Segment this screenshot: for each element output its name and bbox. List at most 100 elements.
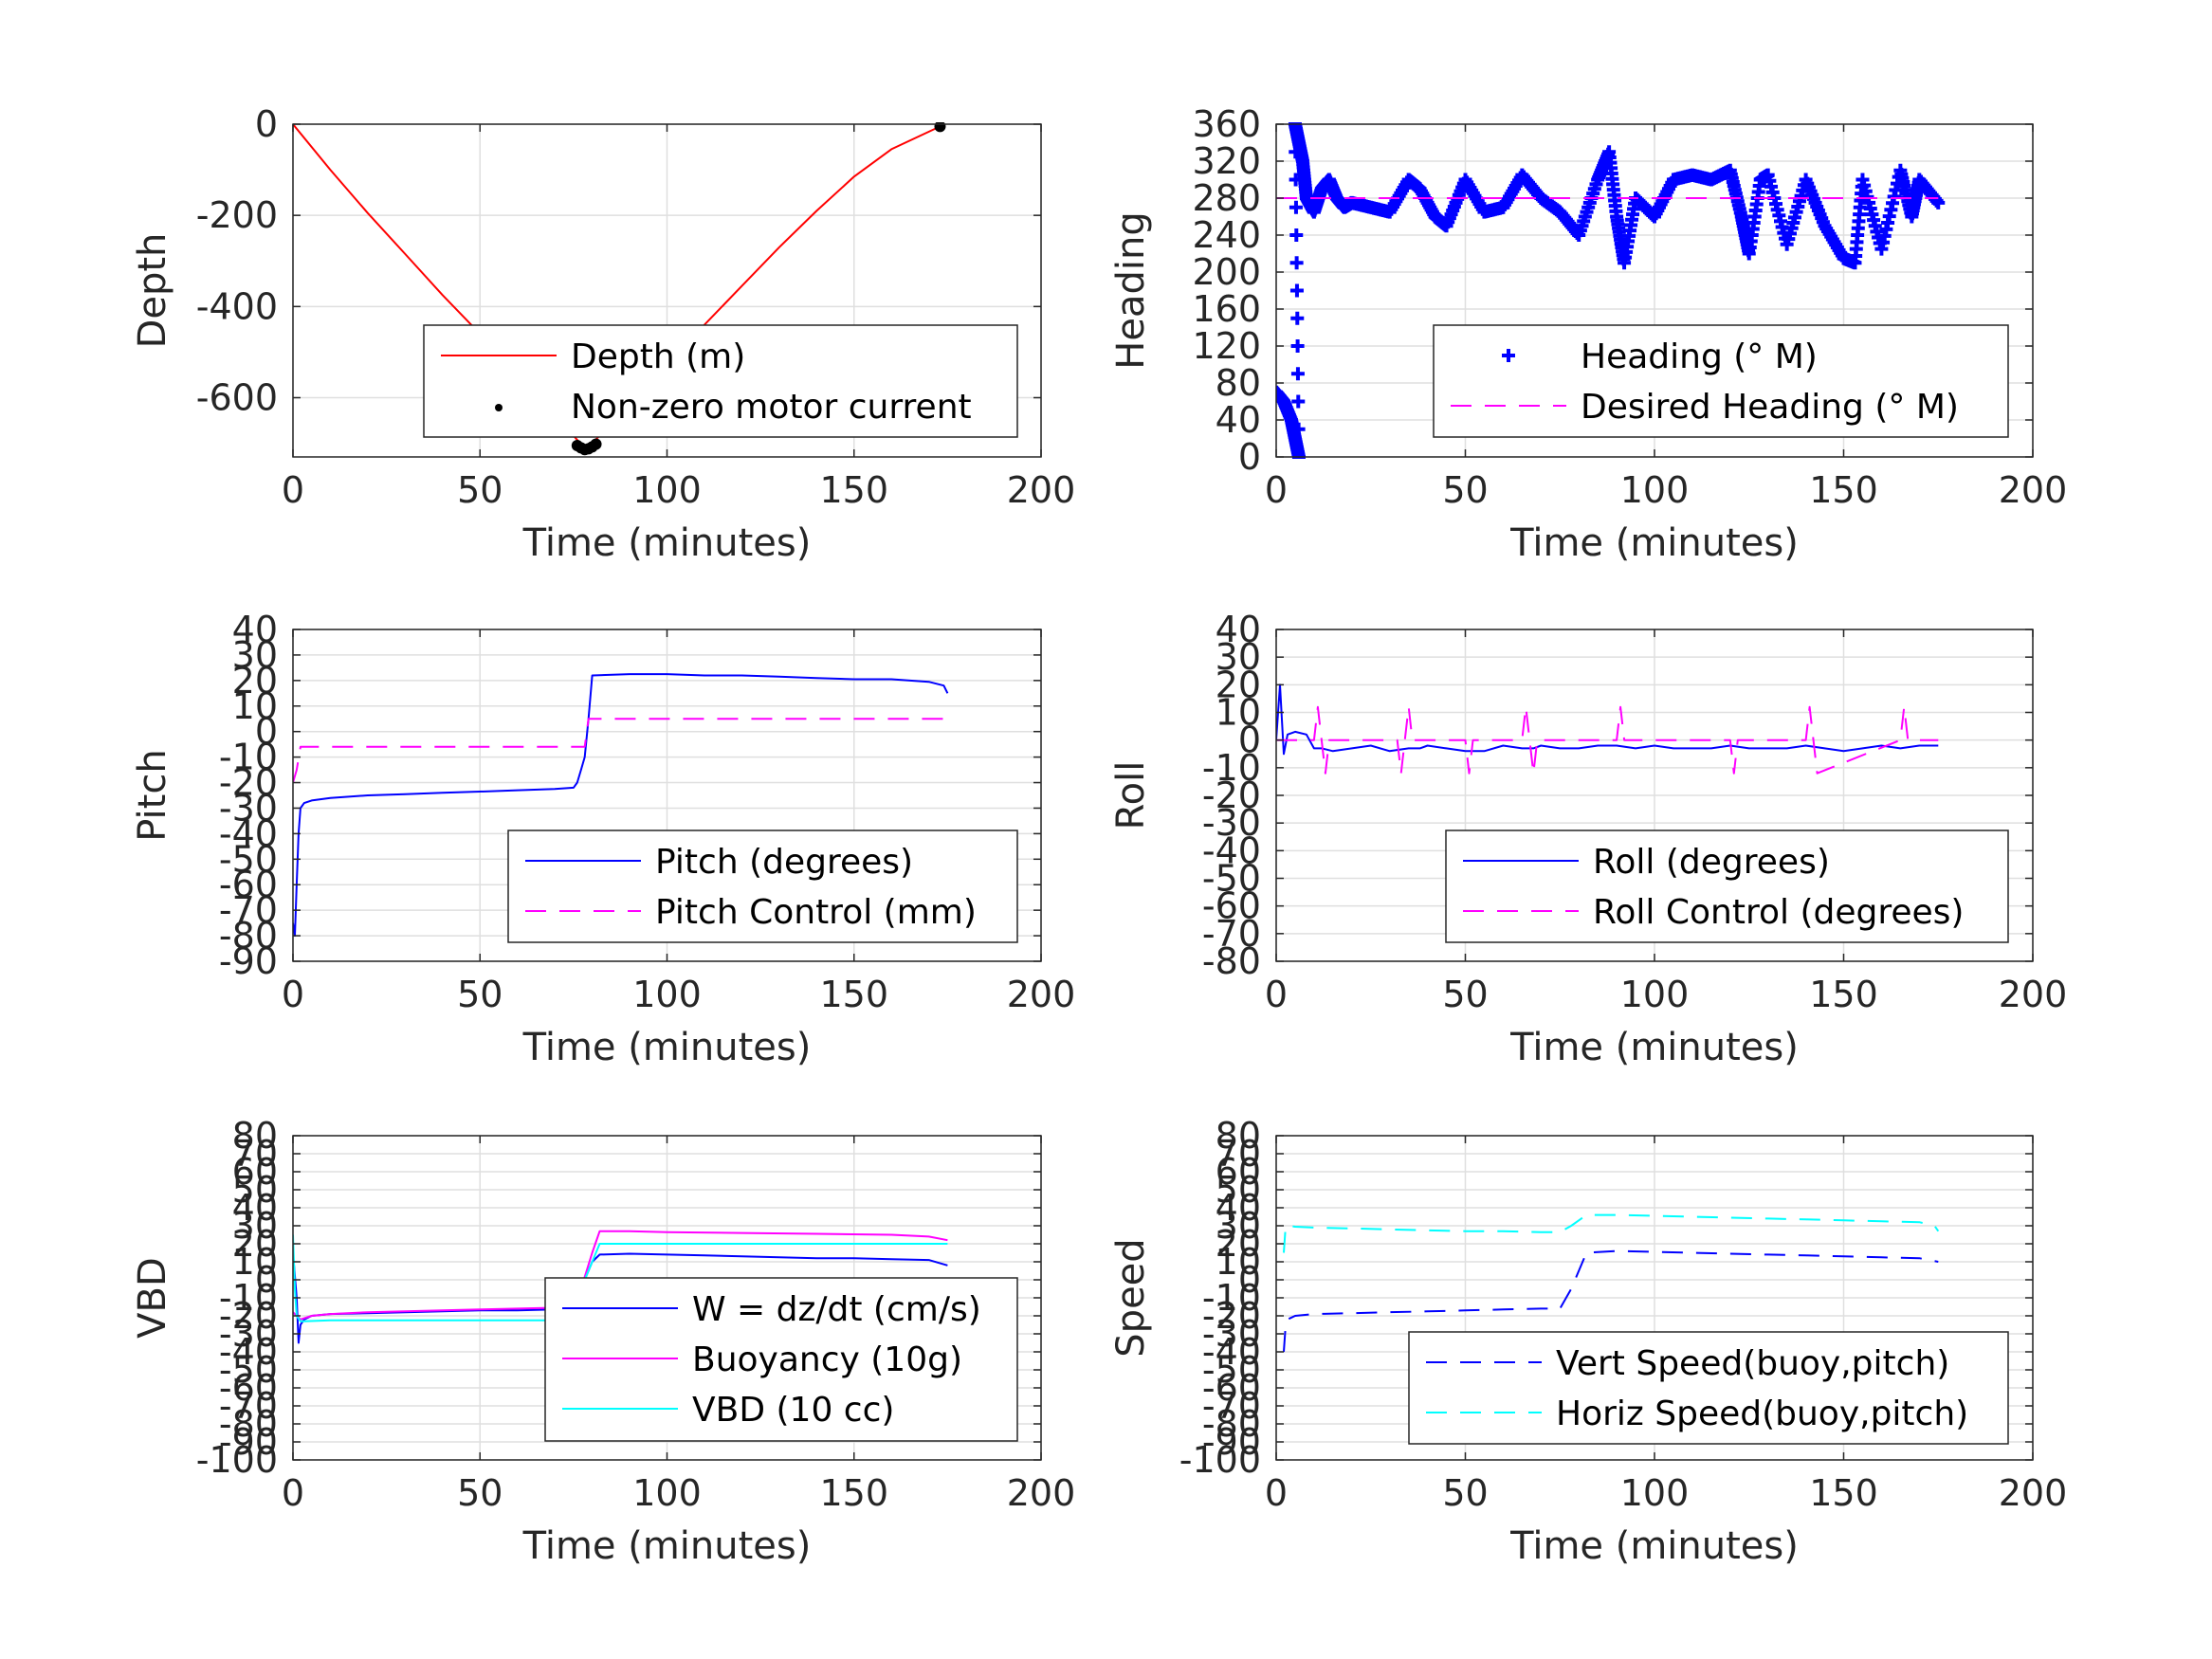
y-tick-label: 40 — [1216, 1187, 1261, 1229]
y-tick-label: -60 — [219, 1367, 278, 1409]
x-tick-label: 100 — [632, 1472, 702, 1514]
series-0-point — [1291, 394, 1306, 409]
x-tick-label: 200 — [1007, 974, 1076, 1015]
y-axis-label: Roll — [1109, 761, 1153, 830]
y-tick-label: 40 — [232, 609, 278, 650]
y-tick-label: 0 — [1238, 720, 1261, 761]
legend-entry: Roll Control (degrees) — [1593, 893, 1964, 932]
y-tick-label: 80 — [232, 1115, 278, 1157]
series-0-point — [1290, 339, 1305, 353]
y-axis-label: VBD — [131, 1257, 174, 1339]
y-tick-label: -50 — [1202, 1349, 1261, 1391]
x-tick-label: 100 — [1620, 1472, 1690, 1514]
y-tick-label: -100 — [1179, 1439, 1261, 1481]
y-tick-label: -10 — [219, 1277, 278, 1319]
plot-area — [1283, 1213, 1940, 1353]
y-tick-label: -400 — [196, 285, 278, 327]
y-tick-label: -20 — [219, 1295, 278, 1337]
y-tick-label: -60 — [1202, 1367, 1261, 1409]
legend: Vert Speed(buoy,pitch) Horiz Speed(buoy,p… — [1408, 1331, 2009, 1445]
legend: Heading (° M) Desired Heading (° M) — [1433, 324, 2009, 438]
legend-entry: Pitch (degrees) — [655, 843, 913, 882]
legend-entry: Depth (m) — [571, 337, 745, 376]
legend-box — [1408, 1331, 2009, 1445]
legend: Depth (m) Non-zero motor current — [423, 324, 1018, 438]
y-tick-label: -70 — [219, 889, 278, 931]
y-axis-label: Heading — [1109, 211, 1153, 369]
y-tick-label: -200 — [196, 194, 278, 236]
y-axis-label: Pitch — [131, 749, 174, 841]
panel-5: 0 50 100 150 20080706050403020100-10-20-30-4… — [1109, 1115, 2067, 1568]
legend: W = dz/dt (cm/s) Buoyancy (10g) VBD (10 cc… — [544, 1277, 1018, 1442]
series-0-point — [1289, 256, 1304, 270]
x-tick-label: 50 — [457, 1472, 503, 1514]
legend-box — [423, 324, 1018, 438]
y-tick-label: 60 — [232, 1151, 278, 1193]
series-1-line — [293, 718, 948, 783]
series-0-point — [1289, 200, 1303, 214]
series-1-point — [590, 438, 602, 450]
series-0-point — [1290, 367, 1305, 381]
x-tick-label: 200 — [1007, 469, 1076, 511]
y-tick-label: 200 — [1192, 251, 1261, 293]
x-tick-label: 0 — [1265, 974, 1288, 1015]
legend-entry: Non-zero motor current — [571, 388, 972, 427]
series-1-line — [1276, 705, 1939, 775]
y-tick-label: 60 — [1216, 1151, 1261, 1193]
x-tick-label: 50 — [1442, 469, 1488, 511]
series-1-line — [1283, 1213, 1940, 1253]
x-tick-label: 50 — [457, 974, 503, 1015]
y-tick-label: -70 — [219, 1385, 278, 1427]
x-tick-label: 150 — [819, 974, 888, 1015]
y-tick-label: -40 — [219, 1331, 278, 1373]
legend: Roll (degrees) Roll Control (degrees) — [1445, 830, 2009, 943]
y-tick-label: -50 — [1202, 858, 1261, 900]
panel-0: 0 50 100 150 200 0 -200 -400 -600 Time (minutes) D… — [131, 103, 1075, 565]
series-0-point — [1291, 422, 1306, 436]
y-tick-label: 240 — [1192, 214, 1261, 256]
x-tick-label: 50 — [457, 469, 503, 511]
y-tick-label: -600 — [196, 376, 278, 418]
legend: Pitch (degrees) Pitch Control (mm) — [507, 830, 1018, 943]
x-tick-label: 100 — [1620, 469, 1690, 511]
y-tick-label: -80 — [1202, 1403, 1261, 1445]
legend-swatch — [1502, 349, 1515, 362]
x-tick-label: 150 — [819, 469, 888, 511]
y-tick-label: 40 — [1216, 399, 1261, 441]
y-tick-label: -30 — [1202, 1313, 1261, 1355]
y-tick-label: -60 — [219, 864, 278, 905]
y-tick-label: -60 — [1202, 885, 1261, 927]
y-tick-label: -30 — [219, 1313, 278, 1355]
y-tick-label: 30 — [1216, 636, 1261, 678]
y-tick-label: -80 — [1202, 940, 1261, 982]
x-tick-label: 150 — [819, 1472, 888, 1514]
legend-entry: Vert Speed(buoy,pitch) — [1556, 1344, 1949, 1383]
y-tick-label: -80 — [219, 1403, 278, 1445]
y-tick-label: 10 — [1216, 1241, 1261, 1283]
y-tick-label: -10 — [1202, 1277, 1261, 1319]
x-axis-label: Time (minutes) — [1509, 521, 1799, 565]
series-0-line — [1283, 1249, 1939, 1353]
plot-area — [293, 122, 946, 456]
y-tick-label: 10 — [232, 685, 278, 727]
panel-4: 0 50 100 150 20080706050403020100-10-20-30-4… — [131, 1115, 1075, 1568]
y-tick-label: 0 — [255, 1259, 278, 1301]
y-tick-label: 50 — [232, 1169, 278, 1211]
legend-entry: Desired Heading (° M) — [1581, 388, 1959, 427]
y-tick-label: -50 — [219, 1349, 278, 1391]
x-axis-label: Time (minutes) — [522, 1524, 812, 1568]
y-tick-label: 70 — [1216, 1133, 1261, 1175]
y-tick-label: -10 — [1202, 747, 1261, 789]
y-tick-label: 80 — [1216, 1115, 1261, 1157]
y-tick-label: -90 — [1202, 1421, 1261, 1463]
y-tick-label: -20 — [219, 762, 278, 804]
y-tick-label: 30 — [1216, 1205, 1261, 1247]
y-tick-label: 40 — [232, 1187, 278, 1229]
y-tick-label: 20 — [1216, 664, 1261, 705]
plot-area — [1276, 684, 1939, 775]
y-tick-label: -40 — [1202, 1331, 1261, 1373]
y-tick-label: -90 — [219, 1421, 278, 1463]
x-axis-label: Time (minutes) — [522, 1026, 812, 1069]
y-axis-label: Depth — [131, 233, 174, 349]
y-tick-label: 10 — [232, 1241, 278, 1283]
